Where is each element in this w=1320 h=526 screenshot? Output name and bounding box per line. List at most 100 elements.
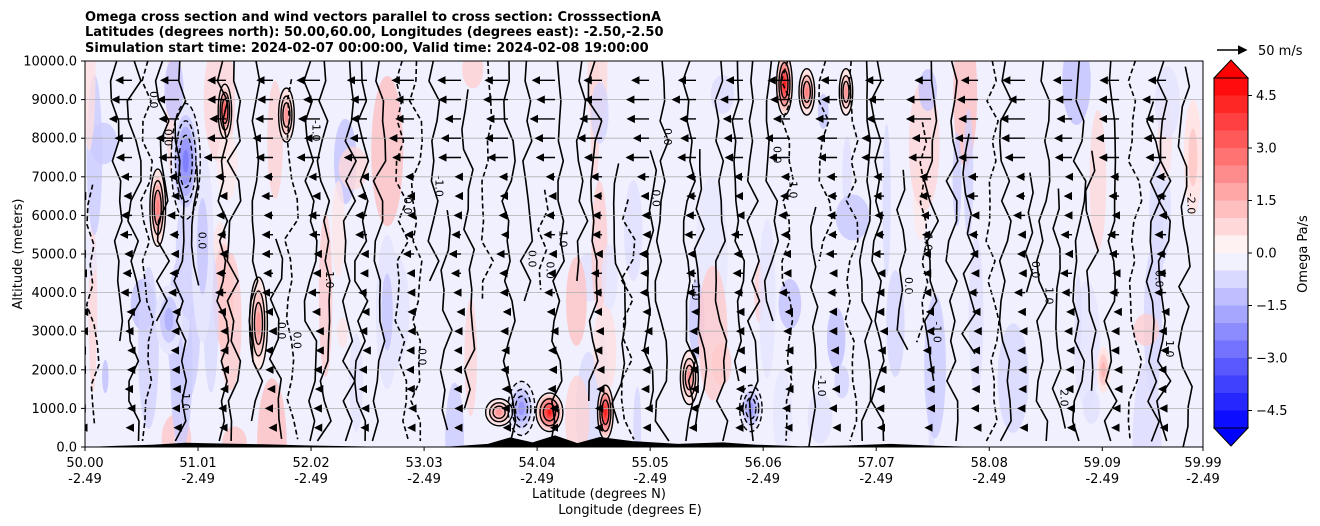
- contour-label: 0.0: [415, 348, 428, 366]
- omega-streak: [710, 74, 735, 114]
- y-tick-label: 3000.0: [32, 325, 78, 340]
- x-tick-label-lon: -2.49: [520, 472, 554, 487]
- colorbar-level: [1214, 410, 1248, 428]
- contour-closed: [684, 364, 695, 391]
- omega-streak: [1062, 61, 1091, 125]
- colorbar-label: Omega Pa/s: [1296, 215, 1311, 293]
- omega-feature: [495, 408, 503, 416]
- plot-area: 0.00.00.00.00.00.00.00.00.00.00.00.00.00…: [84, 60, 1204, 448]
- x-tick-label-lon: -2.49: [407, 472, 441, 487]
- contour-label: 1.0: [921, 234, 934, 252]
- contour-label: -1.0: [432, 175, 445, 196]
- colorbar-level: [1214, 130, 1248, 148]
- contour-closed: [679, 349, 699, 406]
- x-tick-label-lon: -2.49: [633, 472, 667, 487]
- colorbar-extend-max: [1212, 59, 1250, 79]
- omega-streak: [633, 387, 642, 447]
- contour-line: [858, 61, 873, 442]
- y-axis: 0.0 1000.0 2000.0 3000.0 4000.0 5000.0 6000.0 7…: [23, 55, 85, 456]
- omega-streak: [331, 180, 345, 277]
- omega-feature: [182, 149, 189, 173]
- contour-closed: [151, 179, 164, 236]
- x-tick-label-lat: 52.02: [292, 456, 329, 471]
- contour-closed: [251, 290, 266, 357]
- omega-streak: [445, 382, 464, 447]
- omega-streak: [371, 75, 404, 227]
- omega-feature: [805, 87, 809, 97]
- contour-closed: [798, 68, 816, 116]
- x-tick-label-lat: 56.06: [745, 456, 782, 471]
- contour-line: [763, 61, 780, 322]
- contour-line: [226, 61, 242, 442]
- contour-line: [154, 61, 171, 322]
- omega-streak: [566, 256, 587, 346]
- colorbar-level: [1214, 288, 1248, 306]
- omega-feature: [604, 409, 607, 416]
- omega-streak: [842, 136, 852, 212]
- contour-line: [341, 61, 358, 442]
- colorbar-level: [1214, 78, 1248, 96]
- omega-streak: [318, 213, 333, 378]
- contour-closed: [280, 95, 293, 135]
- y-tick-label: 7000.0: [32, 170, 78, 185]
- omega-streak: [1133, 313, 1160, 346]
- colorbar-level: [1214, 270, 1248, 288]
- y-tick-label: 1000.0: [32, 402, 78, 417]
- colorbar-tick-label: 0.0: [1256, 247, 1277, 262]
- contour-negative: [85, 184, 100, 425]
- contour-negative: [985, 61, 1000, 442]
- omega-streak: [337, 317, 348, 348]
- contour-line: [746, 61, 761, 442]
- contour-line: [109, 61, 124, 342]
- contour-closed: [778, 61, 791, 107]
- contour-label: -1.0: [930, 321, 943, 342]
- contour-closed: [800, 74, 814, 109]
- x-tick-label-lat: 57.07: [858, 456, 895, 471]
- omega-feature: [844, 86, 848, 98]
- omega-streak: [963, 109, 974, 239]
- x-tick-label-lat: 58.08: [971, 456, 1008, 471]
- colorbar-level: [1214, 393, 1248, 411]
- colorbar-level: [1214, 218, 1248, 236]
- omega-streak: [601, 244, 618, 310]
- contour-label: -1.0: [556, 226, 569, 247]
- omega-feature: [164, 308, 174, 332]
- contour-closed: [842, 80, 850, 104]
- colorbar-tick-label: 3.0: [1256, 142, 1277, 157]
- contour-closed: [277, 87, 295, 143]
- contour-line: [961, 133, 977, 355]
- contour-label: -2.0: [1184, 193, 1197, 214]
- contour-line: [1051, 188, 1067, 429]
- contour-label: 0.0: [902, 277, 915, 295]
- omega-streak: [772, 369, 793, 447]
- contour-closed: [282, 102, 291, 128]
- contour-line: [1024, 172, 1034, 293]
- contour-line: [519, 61, 534, 302]
- y-tick-label: 6000.0: [32, 209, 78, 224]
- contour-line: [439, 209, 453, 431]
- contour-label: 0.0: [275, 322, 288, 340]
- contour-closed: [539, 398, 560, 427]
- contour-label: 0.0: [649, 189, 662, 207]
- contour-closed: [149, 168, 167, 247]
- contour-line: [693, 149, 708, 430]
- contour-closed: [838, 68, 854, 116]
- contour-closed: [178, 134, 193, 189]
- contour-line: [268, 238, 284, 440]
- contour-label: 0.0: [401, 197, 414, 215]
- omega-streak: [624, 180, 643, 281]
- omega-feature: [156, 199, 160, 216]
- contour-closed: [153, 189, 162, 226]
- contour-label: 0.0: [196, 232, 209, 250]
- contour-negative: [844, 61, 859, 442]
- contour-line: [126, 61, 142, 442]
- colorbar-tick-label: 1.5: [1256, 194, 1277, 209]
- omega-streak: [222, 426, 247, 447]
- y-tick-label: 2000.0: [32, 363, 78, 378]
- x-tick-label-lat: 55.05: [632, 456, 669, 471]
- omega-feature: [256, 311, 261, 336]
- contour-line: [1035, 61, 1051, 442]
- y-tick-label: 9000.0: [32, 93, 78, 108]
- x-axis: 50.00-2.4951.01-2.4952.02-2.4953.03-2.49…: [66, 447, 1222, 487]
